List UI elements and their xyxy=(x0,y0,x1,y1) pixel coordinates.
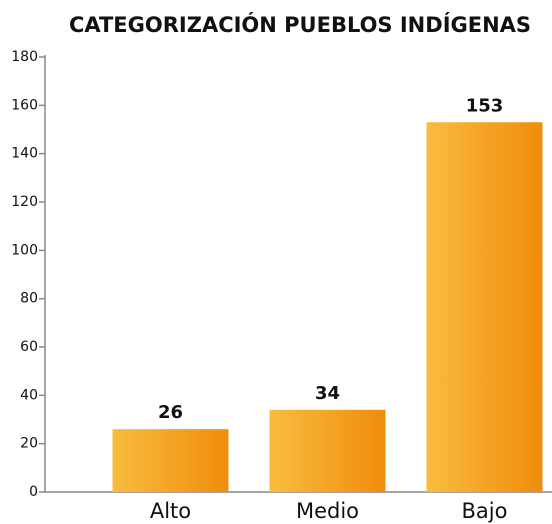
data-label: 34 xyxy=(315,383,340,404)
y-tick-label: 100 xyxy=(11,242,38,258)
y-tick-label: 160 xyxy=(11,97,38,113)
y-tick-label: 60 xyxy=(20,339,38,355)
x-tick-label: Medio xyxy=(296,499,359,523)
data-label: 26 xyxy=(158,402,183,423)
x-tick-label: Bajo xyxy=(462,499,508,523)
y-tick-label: 40 xyxy=(20,387,38,403)
data-label: 153 xyxy=(466,95,504,116)
y-tick-label: 80 xyxy=(20,291,38,307)
y-tick-label: 140 xyxy=(11,146,38,162)
bar xyxy=(269,409,386,492)
y-tick-label: 0 xyxy=(29,484,38,500)
chart-title: CATEGORIZACIÓN PUEBLOS INDÍGENAS xyxy=(69,12,531,37)
y-tick-label: 20 xyxy=(20,436,38,452)
y-tick-label: 180 xyxy=(11,49,38,65)
y-tick-label: 120 xyxy=(11,194,38,210)
bar xyxy=(112,429,229,492)
bar xyxy=(426,122,543,492)
x-tick-label: Alto xyxy=(150,499,191,523)
